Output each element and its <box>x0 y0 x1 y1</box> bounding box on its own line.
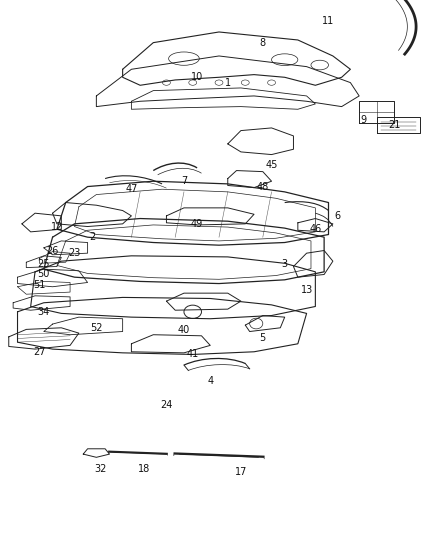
Text: 12: 12 <box>51 222 63 231</box>
Text: 52: 52 <box>90 323 102 333</box>
Text: 10: 10 <box>191 72 203 82</box>
Text: 1: 1 <box>225 78 231 87</box>
Text: 34: 34 <box>38 307 50 317</box>
Text: 24: 24 <box>160 400 173 410</box>
Text: 49: 49 <box>191 219 203 229</box>
Text: 17: 17 <box>235 467 247 477</box>
Text: 3: 3 <box>282 259 288 269</box>
Text: 46: 46 <box>309 224 321 234</box>
Text: 45: 45 <box>265 160 278 170</box>
Text: 25: 25 <box>38 259 50 269</box>
Text: 11: 11 <box>322 17 335 26</box>
Text: 5: 5 <box>260 334 266 343</box>
Text: 50: 50 <box>38 270 50 279</box>
Text: 4: 4 <box>207 376 213 386</box>
Text: 7: 7 <box>181 176 187 186</box>
Text: 48: 48 <box>257 182 269 191</box>
Text: 13: 13 <box>300 286 313 295</box>
Text: 51: 51 <box>33 280 46 290</box>
Text: 47: 47 <box>125 184 138 194</box>
Text: 41: 41 <box>187 350 199 359</box>
Text: 18: 18 <box>138 464 151 474</box>
Text: 40: 40 <box>178 326 190 335</box>
Text: 26: 26 <box>46 246 59 255</box>
Text: 9: 9 <box>360 115 367 125</box>
Text: 6: 6 <box>334 211 340 221</box>
Text: 8: 8 <box>260 38 266 47</box>
Text: 32: 32 <box>95 464 107 474</box>
Text: 2: 2 <box>89 232 95 242</box>
Text: 27: 27 <box>33 347 46 357</box>
Text: 21: 21 <box>388 120 400 130</box>
Text: 23: 23 <box>68 248 81 258</box>
